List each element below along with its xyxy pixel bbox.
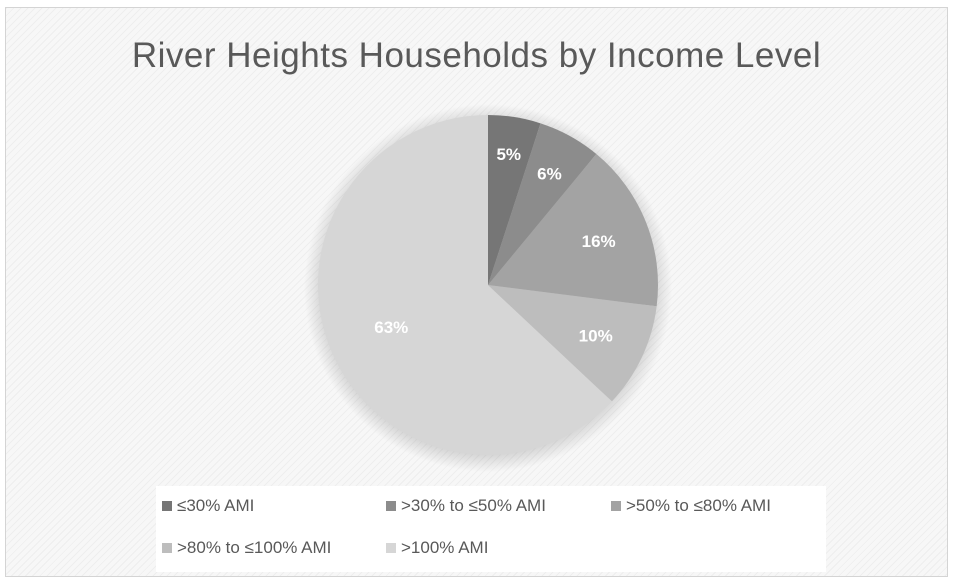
- legend-item: >80% to ≤100% AMI: [162, 538, 331, 558]
- legend-item: ≤30% AMI: [162, 496, 254, 516]
- pie-slice: [488, 123, 597, 285]
- pie-data-labels: 5% 6% 16% 10% 63%: [374, 145, 615, 346]
- pie-chart: 5% 6% 16% 10% 63%: [304, 104, 672, 472]
- legend-swatch: [162, 543, 172, 553]
- chart-title: River Heights Households by Income Level: [131, 36, 822, 75]
- legend-label: >50% to ≤80% AMI: [626, 496, 771, 515]
- slice-data-label: 16%: [582, 232, 616, 251]
- pie-slice: [488, 285, 657, 402]
- pie-slice: [318, 115, 612, 455]
- legend-item: >30% to ≤50% AMI: [386, 496, 546, 516]
- slice-data-label: 63%: [374, 318, 408, 337]
- slice-data-label: 6%: [537, 164, 562, 183]
- legend-swatch: [162, 501, 172, 511]
- chart-legend: ≤30% AMI >30% to ≤50% AMI >50% to ≤80% AMI…: [156, 486, 826, 572]
- legend-label: >80% to ≤100% AMI: [177, 538, 332, 557]
- chart-frame: River Heights Households by Income Level…: [5, 7, 948, 577]
- slice-data-label: 10%: [579, 327, 613, 346]
- legend-item: >100% AMI: [386, 538, 488, 558]
- legend-label: ≤30% AMI: [177, 496, 255, 515]
- pie-slice: [488, 115, 541, 285]
- pie-slices: [318, 115, 658, 455]
- legend-item: >50% to ≤80% AMI: [611, 496, 771, 516]
- legend-swatch: [386, 543, 396, 553]
- legend-label: >30% to ≤50% AMI: [401, 496, 546, 515]
- legend-label: >100% AMI: [401, 538, 489, 557]
- legend-swatch: [611, 501, 621, 511]
- pie-slice: [488, 154, 658, 307]
- slice-data-label: 5%: [496, 145, 521, 164]
- legend-swatch: [386, 501, 396, 511]
